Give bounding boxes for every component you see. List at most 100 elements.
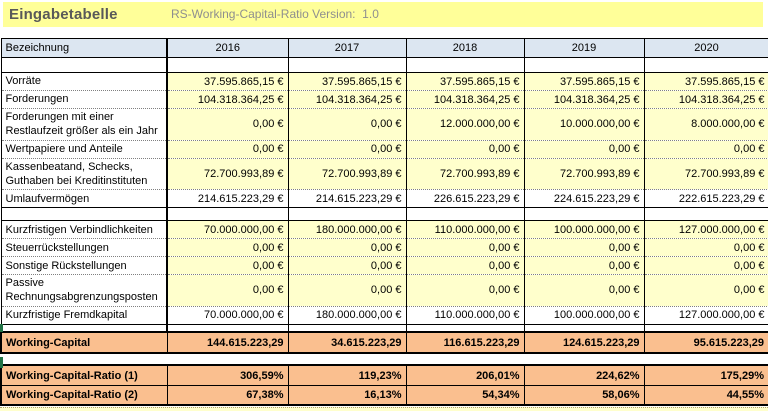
input-value-cell[interactable]: 10.000.000,00 €	[524, 108, 645, 141]
input-table: Bezeichnung 2016 2017 2018 2019 2020 Vor…	[0, 38, 768, 407]
row-label: Kurzfristige Fremdkapital	[0, 305, 168, 325]
calculated-value-cell: 44,55%	[644, 384, 768, 407]
input-value-cell[interactable]: 104.318.364,25 €	[524, 90, 645, 109]
input-value-cell[interactable]: 0,00 €	[406, 238, 525, 257]
column-header-year: 2019	[523, 38, 645, 58]
column-header-year: 2017	[287, 38, 407, 58]
green-cell-marker	[0, 324, 3, 332]
row-label: Passive Rechnungsabgrenzungsposten	[0, 274, 168, 307]
calculated-value-cell: 54,34%	[406, 384, 525, 407]
input-value-cell[interactable]: 0,00 €	[644, 238, 768, 257]
working-capital-block: Working-Capital 144.615.223,29 34.615.223,…	[0, 331, 768, 355]
input-value-cell[interactable]: 0,00 €	[167, 274, 289, 307]
input-value-cell[interactable]: 0,00 €	[167, 256, 289, 275]
input-value-cell[interactable]: 37.595.865,15 €	[406, 72, 525, 91]
spacer-cell	[644, 353, 768, 366]
spacer-cell	[288, 57, 407, 73]
input-value-cell[interactable]: 104.318.364,25 €	[167, 90, 289, 109]
spacer-cell	[167, 324, 289, 333]
spacer-row	[1, 353, 768, 366]
next-row-strip	[0, 407, 768, 411]
input-value-cell[interactable]: 0,00 €	[167, 108, 289, 141]
input-value-cell[interactable]: 110.000.000,00 €	[406, 220, 525, 239]
calculated-value-cell: 224,62%	[524, 364, 645, 386]
input-value-cell[interactable]: 127.000.000,00 €	[644, 220, 768, 239]
input-value-cell[interactable]: 0,00 €	[288, 139, 407, 159]
input-value-cell[interactable]: 0,00 €	[524, 256, 645, 275]
input-value-cell[interactable]: 37.595.865,15 €	[167, 72, 289, 91]
table-row: Working-Capital 144.615.223,29 34.615.223,…	[0, 331, 768, 355]
spacer-cell	[288, 207, 407, 221]
input-value-cell[interactable]: 72.700.993,89 €	[524, 157, 645, 190]
spacer-cell	[644, 207, 768, 221]
calculated-value-cell: 95.615.223,29	[644, 331, 768, 355]
row-label: Wertpapiere und Anteile	[0, 139, 168, 159]
spacer-cell	[524, 207, 645, 221]
input-value-cell[interactable]: 72.700.993,89 €	[288, 157, 407, 190]
header-row: Bezeichnung 2016 2017 2018 2019 2020	[0, 38, 768, 58]
spacer-cell	[0, 207, 168, 221]
input-value-cell[interactable]: 0,00 €	[288, 274, 407, 307]
input-value-cell[interactable]: 72.700.993,89 €	[167, 157, 289, 190]
input-value-cell[interactable]: 104.318.364,25 €	[288, 90, 407, 109]
calculated-value-cell: 224.615.223,29 €	[524, 189, 645, 209]
input-value-cell[interactable]: 37.595.865,15 €	[288, 72, 407, 91]
spacer-cell	[406, 324, 525, 333]
row-label: Working-Capital-Ratio (1)	[0, 364, 168, 386]
spacer-row	[0, 207, 768, 221]
row-label: Forderungen mit einer Restlaufzeit größe…	[0, 108, 168, 141]
input-value-cell[interactable]: 0,00 €	[524, 238, 645, 257]
input-value-cell[interactable]: 37.595.865,15 €	[524, 72, 645, 91]
title-banner: Eingabetabelle RS-Working-Capital-Ratio …	[3, 2, 763, 27]
input-value-cell[interactable]: 0,00 €	[167, 238, 289, 257]
input-value-cell[interactable]: 0,00 €	[406, 256, 525, 275]
input-value-cell[interactable]: 0,00 €	[644, 256, 768, 275]
input-value-cell[interactable]: 0,00 €	[288, 238, 407, 257]
input-value-cell[interactable]: 104.318.364,25 €	[406, 90, 525, 109]
calculated-value-cell: 306,59%	[167, 364, 289, 386]
input-value-cell[interactable]: 12.000.000,00 €	[406, 108, 525, 141]
spacer-cell	[524, 324, 645, 333]
column-header-year: 2018	[405, 38, 525, 58]
input-value-cell[interactable]: 72.700.993,89 €	[644, 157, 768, 190]
table-row: Umlaufvermögen 214.615.223,29 €214.615.22…	[0, 189, 768, 209]
input-value-cell[interactable]: 0,00 €	[406, 274, 525, 307]
input-value-cell[interactable]: 0,00 €	[406, 139, 525, 159]
input-value-cell[interactable]: 0,00 €	[167, 139, 289, 159]
row-label: Sonstige Rückstellungen	[0, 256, 168, 275]
calculated-value-cell: 214.615.223,29 €	[167, 189, 289, 209]
assets-block: Vorräte 37.595.865,15 €37.595.865,15 €37.…	[0, 72, 768, 209]
input-value-cell[interactable]: 70.000.000,00 €	[167, 220, 289, 239]
spacer-cell	[406, 207, 525, 221]
table-row: Passive Rechnungsabgrenzungsposten 0,00 €…	[0, 274, 768, 307]
input-value-cell[interactable]: 104.318.364,25 €	[644, 90, 768, 109]
row-label: Steuerrückstellungen	[0, 238, 168, 257]
spacer-cell	[524, 57, 645, 73]
spacer-cell	[644, 57, 768, 73]
spacer-cell	[0, 324, 168, 333]
input-value-cell[interactable]: 8.000.000,00 €	[644, 108, 768, 141]
row-label: Kurzfristigen Verbindlichkeiten	[0, 220, 168, 239]
input-value-cell[interactable]: 100.000.000,00 €	[524, 220, 645, 239]
table-row: Working-Capital-Ratio (2) 67,38% 16,13% 54,…	[0, 384, 768, 407]
spacer-cell	[0, 57, 168, 73]
input-value-cell[interactable]: 0,00 €	[288, 108, 407, 141]
input-value-cell[interactable]: 0,00 €	[288, 256, 407, 275]
calculated-value-cell: 67,38%	[167, 384, 289, 407]
input-value-cell[interactable]: 0,00 €	[644, 139, 768, 159]
spacer-row	[0, 57, 768, 73]
page-title: Eingabetabelle	[9, 6, 118, 23]
column-header-bezeichnung: Bezeichnung	[0, 38, 168, 58]
calculated-value-cell: 16,13%	[288, 384, 407, 407]
calculated-value-cell: 110.000.000,00 €	[406, 305, 525, 325]
row-label: Working-Capital-Ratio (2)	[0, 384, 168, 407]
input-value-cell[interactable]: 72.700.993,89 €	[406, 157, 525, 190]
input-value-cell[interactable]: 180.000.000,00 €	[288, 220, 407, 239]
input-value-cell[interactable]: 0,00 €	[524, 274, 645, 307]
table-row: Forderungen mit einer Restlaufzeit größe…	[0, 108, 768, 141]
table-row: Vorräte 37.595.865,15 €37.595.865,15 €37.…	[0, 72, 768, 91]
calculated-value-cell: 226.615.223,29 €	[406, 189, 525, 209]
input-value-cell[interactable]: 0,00 €	[524, 139, 645, 159]
input-value-cell[interactable]: 0,00 €	[644, 274, 768, 307]
input-value-cell[interactable]: 37.595.865,15 €	[644, 72, 768, 91]
